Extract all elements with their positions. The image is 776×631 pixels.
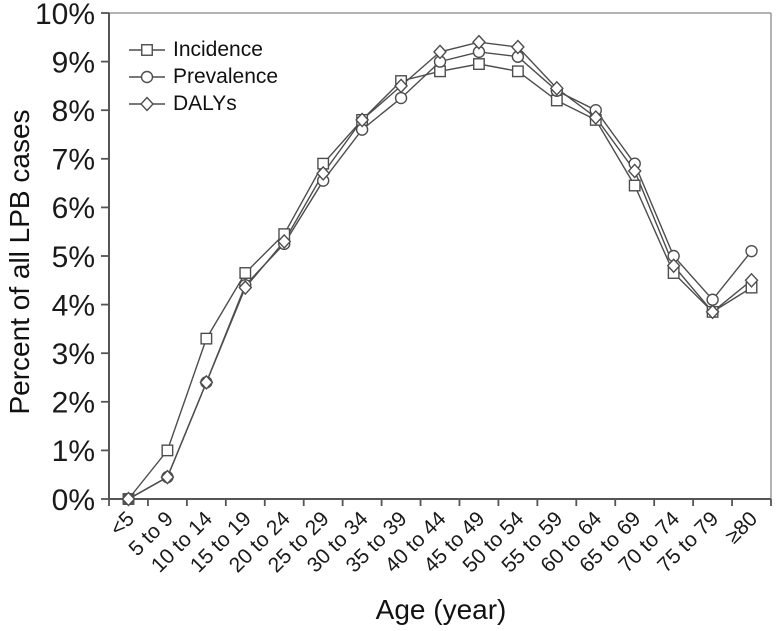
diamond-icon <box>277 233 292 249</box>
square-icon <box>511 65 524 78</box>
diamond-icon <box>316 165 331 181</box>
legend: Incidence Prevalence DALYs <box>128 36 278 117</box>
legend-item-prevalence: Prevalence <box>128 63 278 90</box>
diamond-icon <box>433 44 447 60</box>
y-tick-label: 8% <box>52 95 95 128</box>
y-tick-label: 0% <box>52 484 95 517</box>
circle-icon <box>706 293 719 306</box>
square-icon <box>141 43 153 56</box>
series-line-prevalence <box>128 51 753 500</box>
diamond-icon <box>394 78 409 94</box>
y-axis-title: Percent of all LPB cases <box>4 109 35 415</box>
diamond-icon <box>160 469 175 485</box>
diamond-icon <box>238 280 253 296</box>
diamond-icon <box>199 374 214 390</box>
diamond-icon <box>744 272 759 288</box>
square-icon <box>200 332 213 345</box>
diamond-icon <box>510 39 525 55</box>
diamond-icon <box>140 95 154 112</box>
y-tick-label: 6% <box>52 192 95 225</box>
y-tick-label: 4% <box>52 289 95 322</box>
square-legend-icon <box>129 43 165 56</box>
diamond-legend-icon <box>129 95 165 112</box>
x-axis-title: Age (year) <box>375 594 507 625</box>
diamond-icon <box>549 80 564 96</box>
y-tick-label: 7% <box>52 144 95 177</box>
square-icon <box>239 267 252 279</box>
diamond-icon <box>627 163 642 179</box>
y-tick-label: 9% <box>52 46 95 79</box>
circle-icon <box>394 91 408 105</box>
diamond-icon <box>355 112 370 128</box>
legend-item-incidence: Incidence <box>128 36 278 63</box>
circle-legend-icon <box>129 70 165 83</box>
diamond-icon <box>588 109 603 126</box>
diamond-icon <box>705 304 720 320</box>
diamond-icon <box>666 258 681 274</box>
y-tick-label: 5% <box>52 241 95 274</box>
square-icon <box>472 58 485 70</box>
circle-icon <box>140 70 154 83</box>
square-icon <box>161 444 174 457</box>
circle-icon <box>745 244 758 258</box>
legend-label: Incidence <box>173 38 263 61</box>
y-tick-label: 10% <box>35 0 95 31</box>
diamond-icon <box>471 34 486 50</box>
y-tick-label: 3% <box>52 338 95 371</box>
y-tick-label: 2% <box>52 387 95 420</box>
y-tick-label: 1% <box>52 435 95 468</box>
legend-label: Prevalence <box>173 65 279 88</box>
legend-item-dalys: DALYs <box>128 90 278 117</box>
square-icon <box>628 179 641 192</box>
legend-label: DALYs <box>173 92 237 115</box>
series-line-incidence <box>127 63 752 500</box>
x-tick-label: ≥80 <box>721 507 762 548</box>
diamond-icon <box>121 491 136 507</box>
